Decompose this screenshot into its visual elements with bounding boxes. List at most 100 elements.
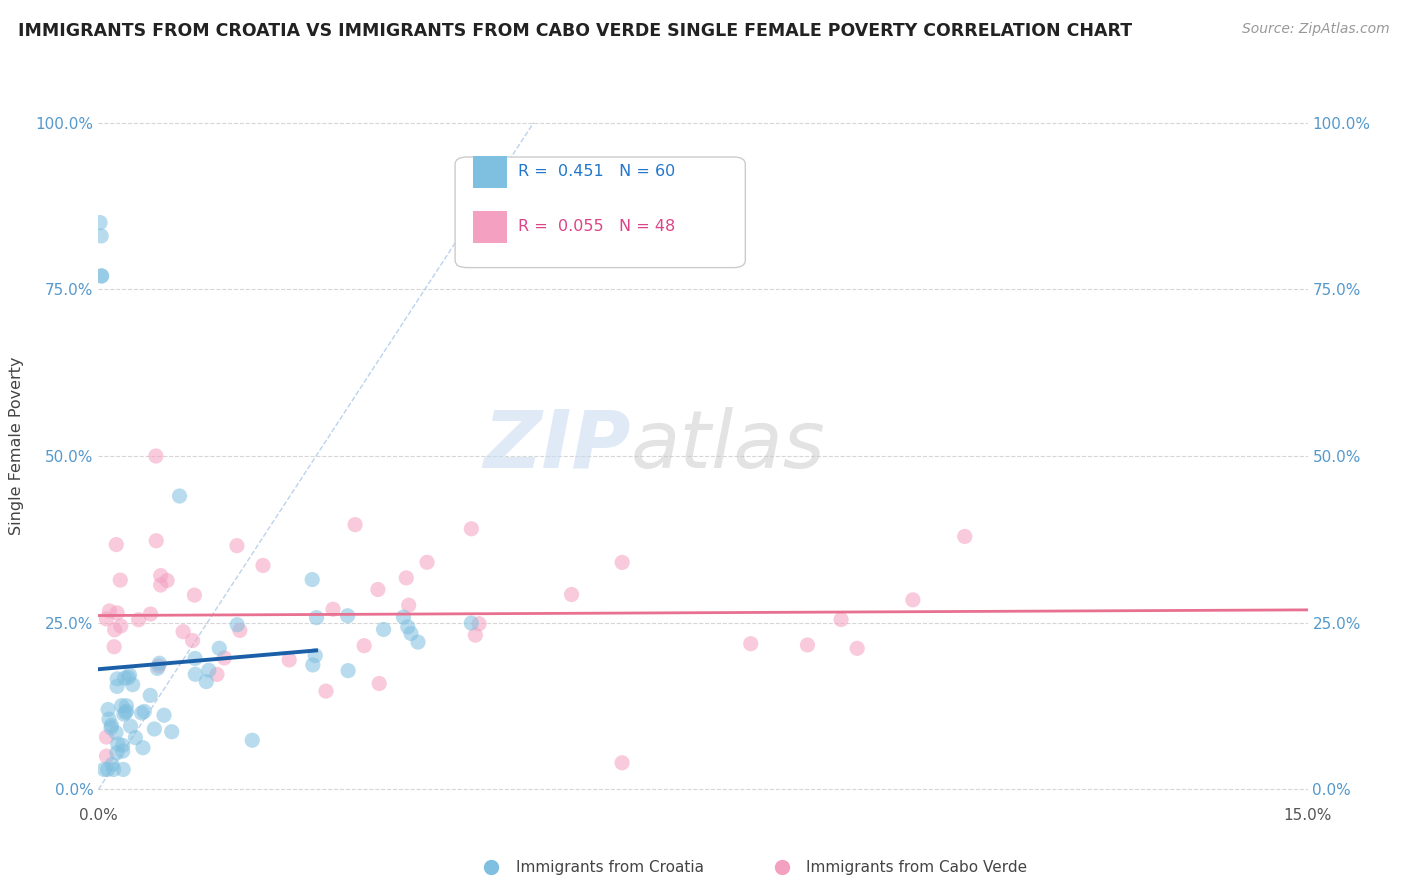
Point: [252, 558, 274, 573]
Point: [114, 706, 136, 720]
Point: [114, 671, 136, 685]
Point: [124, 731, 146, 745]
Point: [610, 756, 633, 770]
Point: [145, 449, 167, 463]
Point: [134, 705, 156, 719]
Point: [184, 651, 207, 665]
Point: [561, 587, 583, 601]
Point: [117, 671, 139, 685]
Point: [139, 607, 162, 621]
Point: [105, 679, 128, 693]
Point: [90, 268, 112, 283]
Point: [111, 744, 134, 758]
Point: [96, 612, 118, 626]
Point: [740, 637, 762, 651]
Point: [226, 617, 249, 632]
Point: [105, 672, 128, 686]
Point: [344, 517, 367, 532]
Text: IMMIGRANTS FROM CROATIA VS IMMIGRANTS FROM CABO VERDE SINGLE FEMALE POVERTY CORR: IMMIGRANTS FROM CROATIA VS IMMIGRANTS FR…: [18, 22, 1132, 40]
Point: [148, 659, 170, 673]
Text: Immigrants from Croatia: Immigrants from Croatia: [516, 860, 703, 874]
Text: Immigrants from Cabo Verde: Immigrants from Cabo Verde: [806, 860, 1026, 874]
Point: [395, 571, 418, 585]
Point: [240, 733, 263, 747]
Point: [353, 639, 375, 653]
Point: [96, 730, 118, 744]
Point: [846, 641, 869, 656]
Point: [153, 708, 176, 723]
Text: Source: ZipAtlas.com: Source: ZipAtlas.com: [1241, 22, 1389, 37]
Text: atlas: atlas: [630, 407, 825, 485]
Point: [115, 704, 138, 718]
Point: [169, 489, 191, 503]
Point: [197, 663, 219, 677]
Point: [97, 763, 120, 777]
Point: [139, 689, 162, 703]
Point: [367, 582, 389, 597]
Point: [610, 556, 633, 570]
Point: [103, 640, 125, 654]
Point: [160, 724, 183, 739]
Point: [111, 739, 134, 753]
Point: [104, 725, 127, 739]
Y-axis label: Single Female Poverty: Single Female Poverty: [10, 357, 24, 535]
Point: [208, 641, 231, 656]
Point: [468, 616, 491, 631]
Point: [183, 588, 205, 602]
Point: [368, 676, 391, 690]
Point: [104, 623, 127, 637]
Point: [226, 539, 249, 553]
Point: [146, 661, 169, 675]
Point: [392, 610, 415, 624]
Point: [89, 216, 111, 230]
FancyBboxPatch shape: [474, 155, 508, 187]
Point: [406, 635, 429, 649]
Point: [796, 638, 818, 652]
Point: [460, 522, 482, 536]
Point: [953, 529, 976, 543]
Point: [830, 613, 852, 627]
Point: [128, 613, 150, 627]
Point: [105, 746, 128, 760]
Point: [105, 606, 128, 620]
Point: [105, 538, 128, 552]
Point: [148, 657, 170, 671]
Point: [156, 574, 179, 588]
Point: [205, 667, 228, 681]
Text: R =  0.451   N = 60: R = 0.451 N = 60: [517, 164, 675, 178]
Point: [101, 757, 124, 772]
Point: [464, 628, 486, 642]
Point: [149, 578, 172, 592]
Point: [416, 555, 439, 569]
Point: [132, 740, 155, 755]
Point: [112, 763, 135, 777]
Point: [103, 763, 125, 777]
Point: [399, 626, 422, 640]
Point: [305, 610, 328, 624]
Point: [110, 619, 132, 633]
Point: [118, 668, 141, 682]
Point: [278, 653, 301, 667]
Point: [90, 268, 112, 283]
Point: [396, 620, 419, 634]
Point: [115, 698, 138, 713]
Point: [98, 712, 121, 726]
Point: [121, 678, 143, 692]
Point: [322, 602, 344, 616]
Point: [304, 648, 326, 663]
FancyBboxPatch shape: [456, 157, 745, 268]
Point: [336, 608, 359, 623]
Point: [184, 667, 207, 681]
Point: [96, 749, 118, 764]
Point: [195, 674, 218, 689]
Point: [111, 698, 134, 713]
Point: [145, 533, 167, 548]
Point: [107, 737, 129, 751]
Point: [181, 633, 204, 648]
Point: [460, 616, 482, 631]
Point: [90, 228, 112, 243]
Point: [120, 719, 142, 733]
Point: [301, 657, 323, 672]
Point: [93, 763, 115, 777]
Point: [98, 604, 121, 618]
